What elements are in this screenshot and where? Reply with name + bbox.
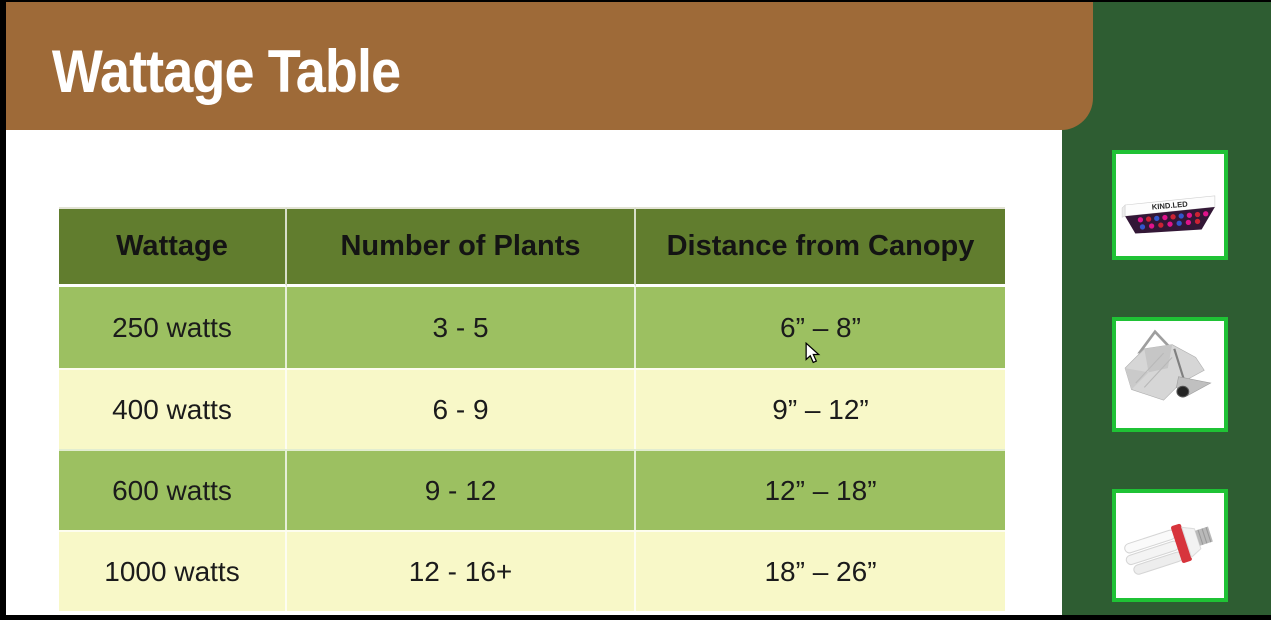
column-header-wattage: Wattage (59, 207, 287, 287)
table-row: 250 watts 3 - 5 6” – 8” (59, 287, 1005, 368)
page-title: Wattage Table (51, 37, 401, 105)
led-grow-light-icon: KIND.LED (1121, 195, 1216, 234)
wattage-table: Wattage Number of Plants Distance from C… (59, 207, 1005, 611)
table-row: 600 watts 9 - 12 12” – 18” (59, 449, 1005, 530)
table-row: 1000 watts 12 - 16+ 18” – 26” (59, 530, 1005, 611)
table-header-row: Wattage Number of Plants Distance from C… (59, 207, 1005, 287)
table-cell: 250 watts (59, 287, 287, 368)
table-cell: 12 - 16+ (287, 530, 636, 611)
table-cell: 9” – 12” (636, 368, 1005, 449)
product-image-reflector (1112, 317, 1228, 432)
title-banner: Wattage Table (6, 2, 1093, 130)
cfl-bulb-icon (1124, 523, 1213, 575)
table-cell: 1000 watts (59, 530, 287, 611)
sidebar-panel: KIND.LED (1062, 2, 1271, 615)
table-cell: 6” – 8” (636, 287, 1005, 368)
product-image-led-panel: KIND.LED (1112, 150, 1228, 260)
column-header-plants: Number of Plants (287, 207, 636, 287)
led-brand-text: KIND.LED (1151, 199, 1188, 211)
slide: KIND.LED (6, 2, 1271, 615)
column-header-distance: Distance from Canopy (636, 207, 1005, 287)
table-cell: 6 - 9 (287, 368, 636, 449)
table-cell: 18” – 26” (636, 530, 1005, 611)
table-cell: 12” – 18” (636, 449, 1005, 530)
wattage-table-body: 250 watts 3 - 5 6” – 8” 400 watts 6 - 9 9” – … (59, 287, 1005, 611)
table-cell: 3 - 5 (287, 287, 636, 368)
table-cell: 600 watts (59, 449, 287, 530)
wing-reflector-icon (1124, 329, 1212, 401)
table-cell: 9 - 12 (287, 449, 636, 530)
table-row: 400 watts 6 - 9 9” – 12” (59, 368, 1005, 449)
table-cell: 400 watts (59, 368, 287, 449)
product-image-cfl-bulb (1112, 489, 1228, 602)
mouse-cursor (805, 342, 821, 364)
